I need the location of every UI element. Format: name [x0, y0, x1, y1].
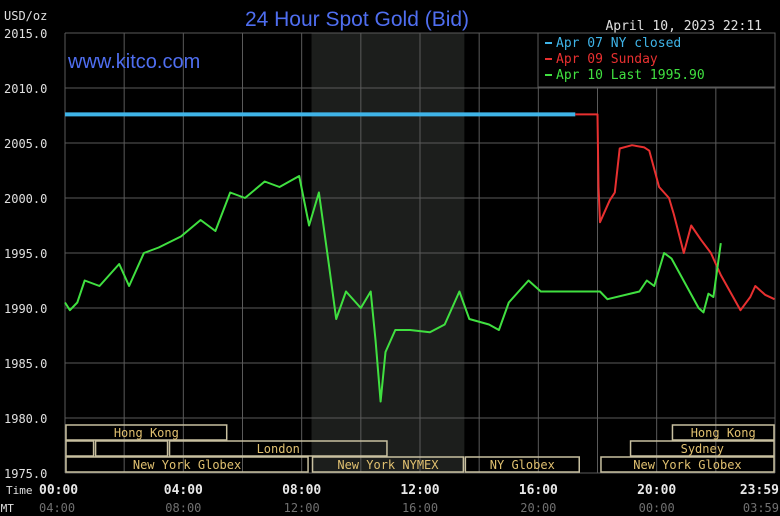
series-line	[64, 175, 722, 403]
y-tick-label: 2010.0	[4, 82, 47, 96]
x-axis-label-gmt: GMT	[0, 502, 14, 515]
y-tick-label: 1985.0	[4, 357, 47, 371]
x-tick-label-gmt: 00:00	[639, 501, 675, 515]
session-bar	[600, 456, 775, 473]
y-tick-label: 2005.0	[4, 137, 47, 151]
legend-entry: Apr 09 Sunday	[556, 52, 658, 67]
y-tick-label: 1980.0	[4, 412, 47, 426]
x-tick-label: 20:00	[637, 483, 676, 498]
timestamp: April 10, 2023 22:11	[605, 19, 762, 34]
x-tick-label-gmt: 16:00	[402, 501, 438, 515]
session-bar	[65, 424, 228, 441]
session-label: Sydney	[681, 442, 724, 456]
x-tick-label: 08:00	[282, 483, 321, 498]
chart-title: 24 Hour Spot Gold (Bid)	[245, 8, 469, 31]
session-label: New York Globex	[633, 458, 741, 472]
session-bar	[65, 456, 309, 473]
x-axis-label-time: Time	[6, 484, 33, 497]
x-tick-label-gmt: 20:00	[520, 501, 556, 515]
x-tick-label-gmt: 03:59	[743, 501, 779, 515]
y-tick-label: 1975.0	[4, 467, 47, 481]
session-label: NY Globex	[490, 458, 555, 472]
y-tick-label: 1995.0	[4, 247, 47, 261]
session-bar	[168, 440, 388, 457]
y-axis-unit: USD/oz	[4, 9, 47, 23]
x-tick-label-gmt: 12:00	[284, 501, 320, 515]
y-tick-label: 2015.0	[4, 27, 47, 41]
x-tick-label: 12:00	[400, 483, 439, 498]
x-tick-label: 00:00	[39, 483, 78, 498]
session-bar	[671, 424, 775, 441]
x-tick-label-gmt: 04:00	[39, 501, 75, 515]
session-label: Hong Kong	[691, 426, 756, 440]
session-bar	[311, 456, 465, 473]
y-tick-label: 1990.0	[4, 302, 47, 316]
session-label: Hong Kong	[114, 426, 179, 440]
legend-entry: Apr 10 Last 1995.90	[556, 68, 705, 83]
session-bar	[464, 456, 580, 473]
y-tick-label: 2000.0	[4, 192, 47, 206]
x-tick-label-gmt: 08:00	[165, 501, 201, 515]
watermark: www.kitco.com	[67, 51, 200, 73]
session-bar	[629, 440, 775, 457]
x-tick-label: 23:59	[740, 483, 779, 498]
session-label: London	[257, 442, 300, 456]
series-line	[575, 113, 775, 312]
legend-box	[537, 32, 776, 88]
legend-entry: Apr 07 NY closed	[556, 36, 681, 51]
session-label: New York NYMEX	[337, 458, 439, 472]
session-bar	[65, 440, 95, 457]
x-tick-label: 04:00	[164, 483, 203, 498]
session-label: New York Globex	[133, 458, 241, 472]
session-bar	[94, 440, 169, 457]
x-tick-label: 16:00	[519, 483, 558, 498]
